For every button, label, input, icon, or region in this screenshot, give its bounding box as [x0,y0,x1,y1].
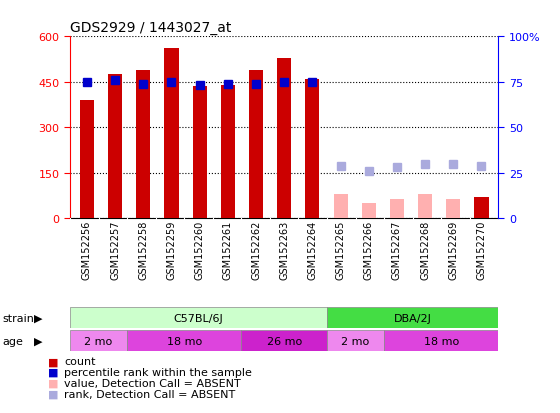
Text: 18 mo: 18 mo [424,336,459,346]
Text: 2 mo: 2 mo [342,336,370,346]
Text: DBA/2J: DBA/2J [394,313,432,323]
Text: ■: ■ [48,367,58,377]
Bar [327,330,384,351]
Bar [80,101,94,219]
Text: ▶: ▶ [34,313,43,323]
Bar [327,308,498,328]
Bar [193,87,207,219]
Text: age: age [3,336,24,346]
Text: ■: ■ [48,378,58,388]
Bar [241,330,327,351]
Bar [70,308,327,328]
Text: ▶: ▶ [34,336,43,346]
Text: count: count [64,356,96,366]
Bar [108,75,122,219]
Bar [70,330,127,351]
Bar [249,71,263,219]
Text: 2 mo: 2 mo [85,336,113,346]
Bar [362,204,376,219]
Bar [136,71,150,219]
Bar [384,330,498,351]
Bar [305,80,319,219]
Text: rank, Detection Call = ABSENT: rank, Detection Call = ABSENT [64,389,236,399]
Text: C57BL/6J: C57BL/6J [174,313,223,323]
Text: percentile rank within the sample: percentile rank within the sample [64,367,252,377]
Text: strain: strain [3,313,35,323]
Text: ■: ■ [48,389,58,399]
Bar [390,199,404,219]
Text: 18 mo: 18 mo [167,336,202,346]
Text: 26 mo: 26 mo [267,336,302,346]
Bar [418,195,432,219]
Text: GDS2929 / 1443027_at: GDS2929 / 1443027_at [70,21,231,35]
Text: value, Detection Call = ABSENT: value, Detection Call = ABSENT [64,378,241,388]
Bar [446,199,460,219]
Text: ■: ■ [48,356,58,366]
Bar [127,330,241,351]
Bar [221,85,235,219]
Bar [165,49,179,219]
Bar [474,198,488,219]
Bar [334,195,348,219]
Bar [277,58,291,219]
